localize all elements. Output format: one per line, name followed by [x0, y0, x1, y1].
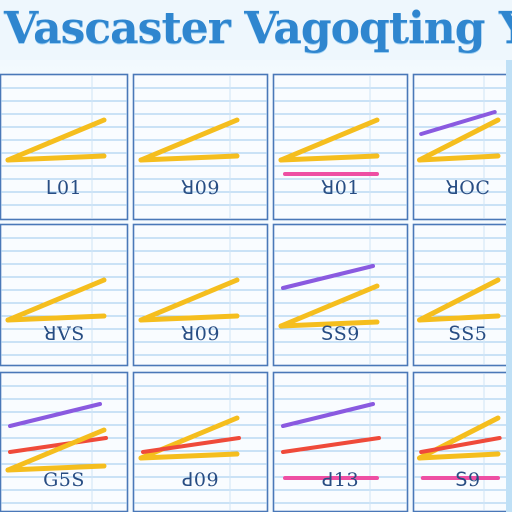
- panel-frame: [272, 73, 409, 221]
- yellow-stroke: [138, 277, 240, 323]
- yellow-stroke: [5, 277, 107, 323]
- panel-label: G5S: [43, 469, 85, 491]
- panel-frame: [412, 371, 512, 512]
- yellow-stroke: [138, 153, 240, 163]
- yellow-stroke: [417, 277, 501, 323]
- panel-7: [272, 223, 409, 367]
- yellow-stroke: [417, 313, 501, 323]
- yellow-stroke: [417, 451, 501, 461]
- yellow-stroke: [278, 117, 380, 163]
- yellow-stroke: [5, 427, 107, 473]
- yellow-stroke: [278, 283, 380, 329]
- yellow-stroke: [5, 117, 107, 163]
- purple-stroke: [281, 402, 375, 428]
- panel-frame: [412, 73, 512, 221]
- panel-label: ꓤ09: [181, 323, 220, 345]
- yellow-stroke: [138, 313, 240, 323]
- red-stroke: [8, 436, 108, 454]
- panel-2: [132, 73, 269, 221]
- yellow-stroke: [5, 153, 107, 163]
- panel-frame: [0, 371, 129, 512]
- purple-stroke: [419, 110, 497, 136]
- red-stroke: [281, 436, 381, 454]
- panel-6: [132, 223, 269, 367]
- yellow-stroke: [417, 153, 501, 163]
- panel-label: ꓤ01: [321, 177, 360, 199]
- purple-stroke: [8, 402, 102, 428]
- panel-label: ꓤ09: [181, 177, 220, 199]
- panel-5: [0, 223, 129, 367]
- yellow-stroke: [5, 463, 107, 473]
- yellow-stroke: [5, 313, 107, 323]
- panel-4: [412, 73, 512, 221]
- panel-1: [0, 73, 129, 221]
- yellow-stroke: [138, 117, 240, 163]
- purple-stroke: [281, 264, 375, 290]
- yellow-stroke: [278, 153, 380, 163]
- panel-label: ꓒ09: [181, 469, 220, 491]
- panel-label: ꓤOC: [445, 177, 491, 199]
- right-edge-strip: [506, 60, 512, 512]
- panel-label: ꓒ13: [321, 469, 360, 491]
- panel-11: [272, 371, 409, 512]
- panel-9: [0, 371, 129, 512]
- yellow-stroke: [278, 319, 380, 329]
- panel-label: ꓤVS: [43, 323, 85, 345]
- panel-frame: [0, 73, 129, 221]
- red-stroke: [141, 436, 241, 454]
- yellow-stroke: [138, 451, 240, 461]
- panel-8: [412, 223, 512, 367]
- panel-12: [412, 371, 512, 512]
- panel-label: ꓡ01: [45, 177, 83, 199]
- red-stroke: [419, 436, 502, 454]
- panel-label: ꓢ9: [455, 469, 481, 491]
- panel-10: [132, 371, 269, 512]
- header-bar: Vascaster Vagoqting Yacc: [0, 0, 512, 60]
- panel-label: ꓢS5: [448, 323, 488, 345]
- panel-label: ꓢS9: [321, 323, 360, 345]
- yellow-stroke: [417, 117, 501, 163]
- panel-3: [272, 73, 409, 221]
- panel-frame: [132, 73, 269, 221]
- page-title: Vascaster Vagoqting Yacc: [4, 3, 512, 54]
